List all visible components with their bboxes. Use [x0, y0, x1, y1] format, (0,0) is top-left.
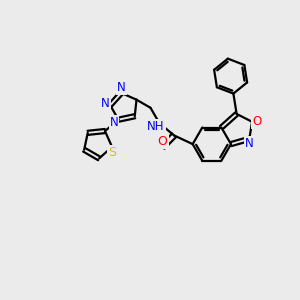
Text: N: N: [245, 137, 254, 150]
Text: N: N: [117, 81, 126, 94]
Text: O: O: [252, 115, 262, 128]
Text: N: N: [110, 116, 118, 129]
Text: S: S: [108, 146, 116, 159]
Text: NH: NH: [147, 119, 165, 133]
Text: O: O: [158, 135, 167, 148]
Text: N: N: [101, 97, 110, 110]
